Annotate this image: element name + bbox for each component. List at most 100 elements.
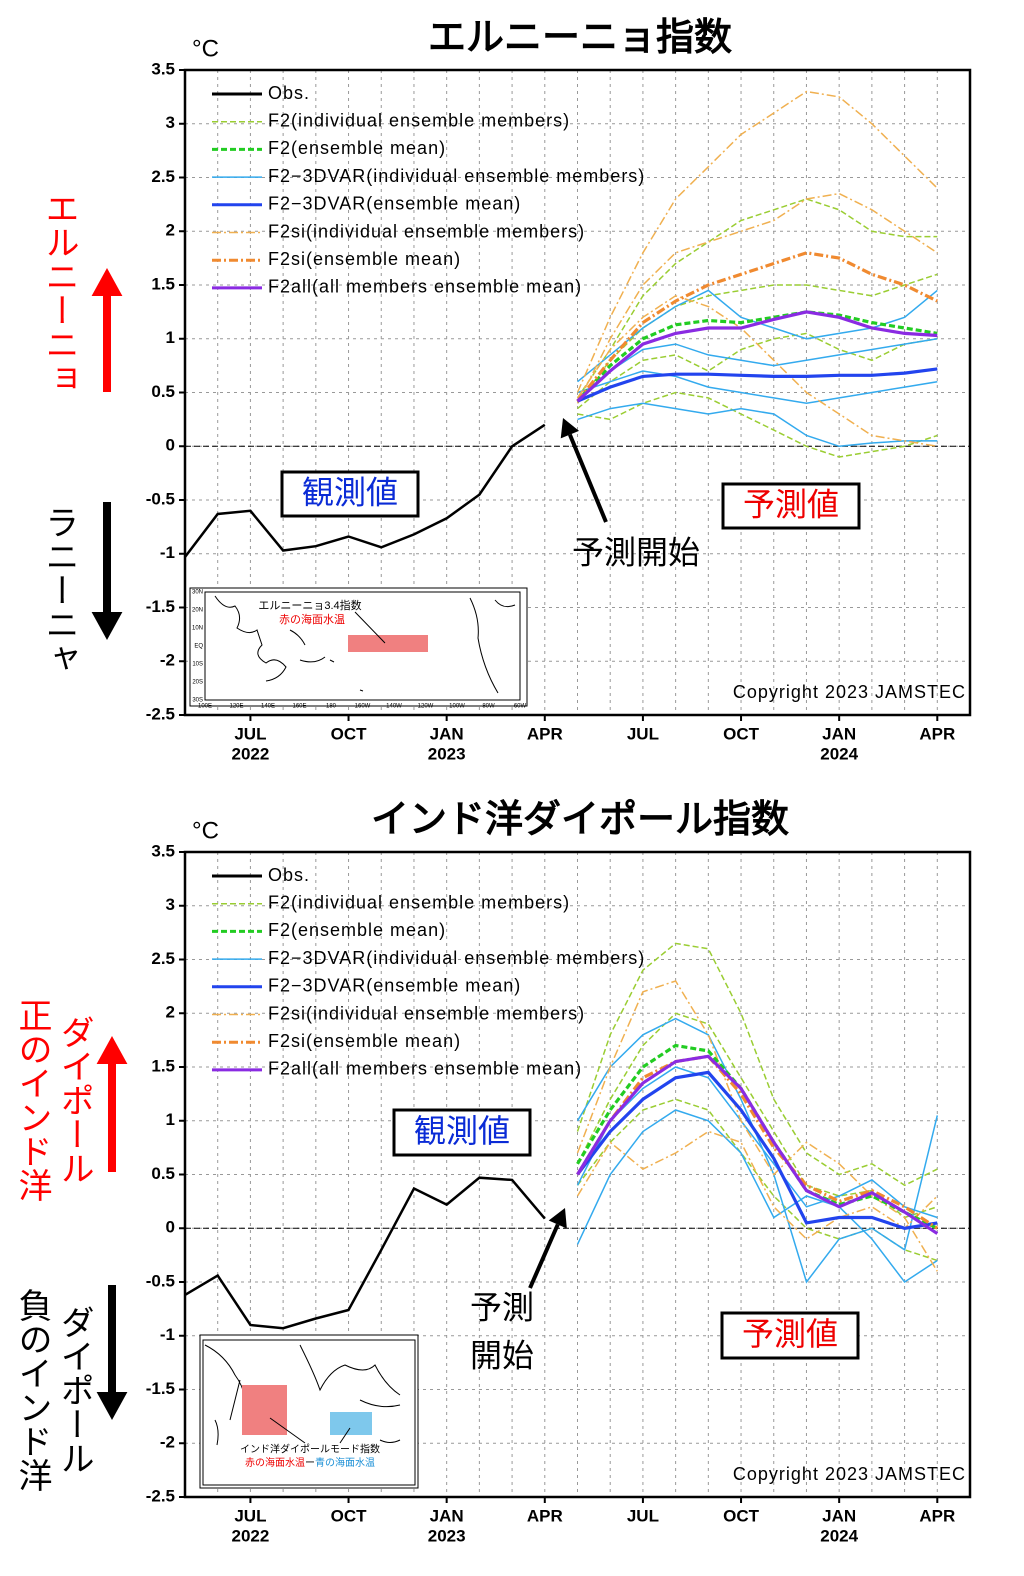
inset-lat-label: 30N <box>192 590 203 596</box>
legend-label: F2(individual ensemble members) <box>268 110 570 130</box>
x-tick-label: JAN <box>822 1506 856 1525</box>
coastline <box>214 595 516 694</box>
series-line <box>576 310 938 403</box>
inset-box <box>199 1334 419 1489</box>
member-line <box>576 294 938 448</box>
inset-lon-label: 160W <box>355 704 371 710</box>
x-tick-year: 2024 <box>820 744 858 763</box>
observed-label-box <box>280 470 420 518</box>
y-tick-label: 2 <box>166 1003 175 1022</box>
west-region <box>242 1385 287 1435</box>
y-tick-label: 0 <box>166 1218 175 1237</box>
inset-lat-label: 20S <box>192 680 203 686</box>
inset-subtitle-part: 赤の海面水温 <box>245 1456 305 1469</box>
y-tick-label: -1 <box>160 1325 175 1344</box>
y-tick-label: -1.5 <box>146 597 175 616</box>
inset-map <box>202 1339 416 1486</box>
inset-pointer <box>339 1427 351 1444</box>
plot-frame <box>183 850 972 1499</box>
inset-lat-label: EQ <box>194 644 203 650</box>
y-tick-label: 0.5 <box>151 1164 175 1183</box>
x-tick-label: JAN <box>822 724 856 743</box>
inset-pointer <box>354 611 386 644</box>
y-tick-label: 1.5 <box>151 1056 175 1075</box>
x-tick-label: JAN <box>430 1506 464 1525</box>
copyright: Copyright 2023 JAMSTEC <box>733 682 966 702</box>
y-tick-label: 1.5 <box>151 274 175 293</box>
x-tick-year: 2023 <box>428 1526 466 1545</box>
east-region <box>330 1412 372 1435</box>
member-line <box>576 1066 938 1219</box>
legend-label: F2si(ensemble mean) <box>268 1031 461 1051</box>
legend-label: F2−3DVAR(individual ensemble members) <box>268 948 645 968</box>
inset-subtitle-part: ー <box>305 1458 315 1469</box>
legend-label: F2(ensemble mean) <box>268 138 446 158</box>
member-line <box>576 192 938 404</box>
legend-label: Obs. <box>268 865 310 885</box>
legend-label: F2−3DVAR(ensemble mean) <box>268 194 521 214</box>
member-line <box>576 1130 938 1240</box>
series-line <box>576 251 939 403</box>
inset-lon-label: 80W <box>482 704 495 710</box>
x-tick-label: APR <box>919 724 955 743</box>
y-tick-label: 1 <box>166 328 175 347</box>
legend-label: F2si(ensemble mean) <box>268 249 461 269</box>
y-tick-label: -1.5 <box>146 1379 175 1398</box>
legend-label: F2si(individual ensemble members) <box>268 1003 585 1023</box>
x-tick-label: JUL <box>234 724 266 743</box>
x-tick-label: JUL <box>627 1506 659 1525</box>
member-line <box>577 370 938 405</box>
y-tick-label: 3 <box>166 895 175 914</box>
y-tick-label: 2.5 <box>151 949 175 968</box>
y-tick-label: -2 <box>160 651 175 670</box>
observed-label-box <box>392 1108 532 1157</box>
y-tick-label: -0.5 <box>146 489 175 508</box>
x-tick-year: 2022 <box>232 744 270 763</box>
x-tick-year: 2024 <box>820 1526 858 1545</box>
side-label: エルニーニョ <box>40 191 78 395</box>
x-tick-label: APR <box>527 724 563 743</box>
arrow-head <box>91 612 123 640</box>
chart-title: インド洋ダイポール指数 <box>371 799 789 841</box>
forecast-start-label: 開始 <box>470 1337 534 1373</box>
series-line <box>576 1054 939 1230</box>
x-tick-label: OCT <box>723 1506 760 1525</box>
x-tick-label: OCT <box>331 724 368 743</box>
series-line <box>184 1176 546 1330</box>
x-tick-label: OCT <box>723 724 760 743</box>
member-line <box>577 391 938 458</box>
forecast-label-box <box>720 1311 860 1360</box>
member-line <box>577 338 938 399</box>
inset-lat-label: 10N <box>192 626 203 632</box>
coastline <box>204 1344 401 1446</box>
inset-title: エルニーニョ3.4指数 <box>258 598 361 612</box>
inset-subtitle: 赤の海面水温ー青の海面水温 <box>245 1456 375 1469</box>
series-line <box>576 1054 939 1235</box>
inset-map <box>204 591 521 701</box>
x-tick-year: 2023 <box>428 744 466 763</box>
legend-label: Obs. <box>268 83 310 103</box>
x-tick-label: JUL <box>627 724 659 743</box>
series-line <box>184 423 546 558</box>
y-tick-label: 3.5 <box>151 59 175 78</box>
member-line <box>576 1109 938 1284</box>
side-label: 正のインド洋 <box>13 998 51 1202</box>
inset-lat-label: 10S <box>192 662 203 668</box>
arrow-head <box>560 418 580 439</box>
legend-label: F2−3DVAR(individual ensemble members) <box>268 166 645 186</box>
forecast-label: 予測値 <box>742 1316 838 1352</box>
series-line <box>576 310 938 403</box>
x-tick-label: JUL <box>234 1506 266 1525</box>
inset-lon-label: 180 <box>326 704 337 710</box>
side-label: 負のインド洋 <box>13 1288 51 1492</box>
inset-lon-label: 160E <box>292 704 306 710</box>
member-line <box>576 273 938 404</box>
chart-title: エルニーニョ指数 <box>428 17 732 59</box>
x-tick-year: 2022 <box>232 1526 270 1545</box>
arrow-head <box>96 1036 128 1064</box>
plot-frame <box>183 68 972 717</box>
inset-lon-label: 120E <box>229 704 243 710</box>
series-line <box>576 367 938 403</box>
y-tick-label: -2.5 <box>146 704 175 723</box>
